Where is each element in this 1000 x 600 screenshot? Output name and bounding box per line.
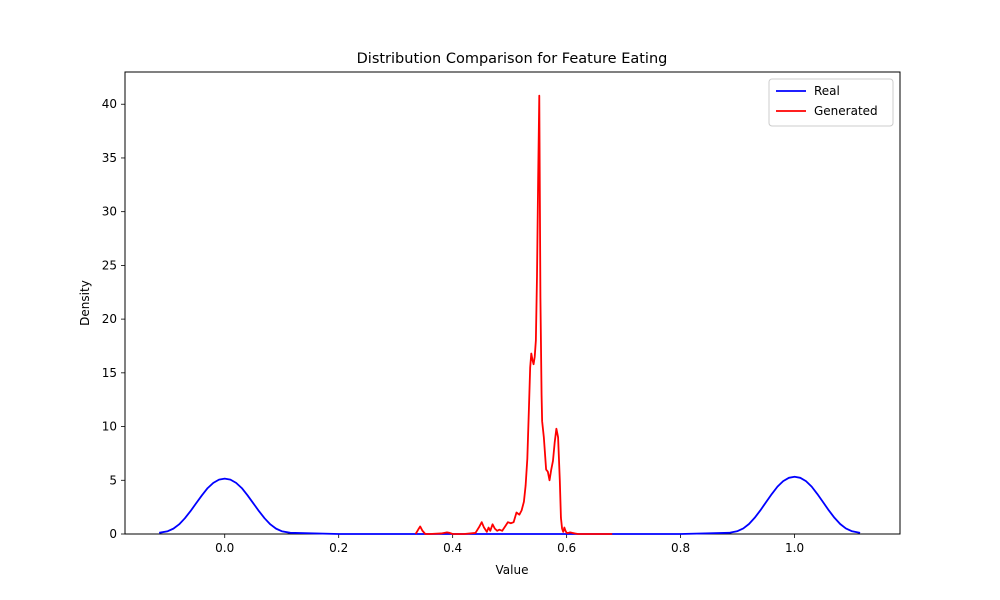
- series-line-generated: [414, 94, 613, 535]
- y-tick-label: 15: [102, 366, 117, 380]
- legend-real-label: Real: [814, 84, 840, 98]
- x-tick-label: 0.2: [329, 541, 348, 555]
- y-axis-label: Density: [78, 280, 92, 326]
- x-tick-label: 1.0: [785, 541, 804, 555]
- y-tick-label: 25: [102, 258, 117, 272]
- y-tick-label: 35: [102, 151, 117, 165]
- x-tick-label: 0.6: [557, 541, 576, 555]
- plot-area: 0.0 0.2 0.4 0.6 0.8 1.0 0 5 10 15 20 25 30 35 40: [102, 71, 901, 555]
- plot-frame: [124, 71, 901, 535]
- x-axis: 0.0 0.2 0.4 0.6 0.8 1.0: [215, 534, 804, 555]
- x-tick-label: 0.0: [215, 541, 234, 555]
- legend-generated-label: Generated: [814, 104, 878, 118]
- legend: Real Generated: [768, 78, 894, 127]
- series-line-real: [159, 475, 861, 535]
- y-tick-label: 30: [102, 205, 117, 219]
- x-axis-label: Value: [496, 563, 529, 577]
- y-tick-label: 40: [102, 97, 117, 111]
- y-axis: 0 5 10 15 20 25 30 35 40: [102, 97, 125, 541]
- y-tick-label: 10: [102, 420, 117, 434]
- y-tick-label: 5: [109, 473, 117, 487]
- series-lines: [159, 94, 861, 535]
- chart-title: Distribution Comparison for Feature Eati…: [357, 51, 668, 67]
- y-tick-label: 0: [109, 527, 117, 541]
- y-tick-label: 20: [102, 312, 117, 326]
- x-tick-label: 0.4: [443, 541, 462, 555]
- x-tick-label: 0.8: [671, 541, 690, 555]
